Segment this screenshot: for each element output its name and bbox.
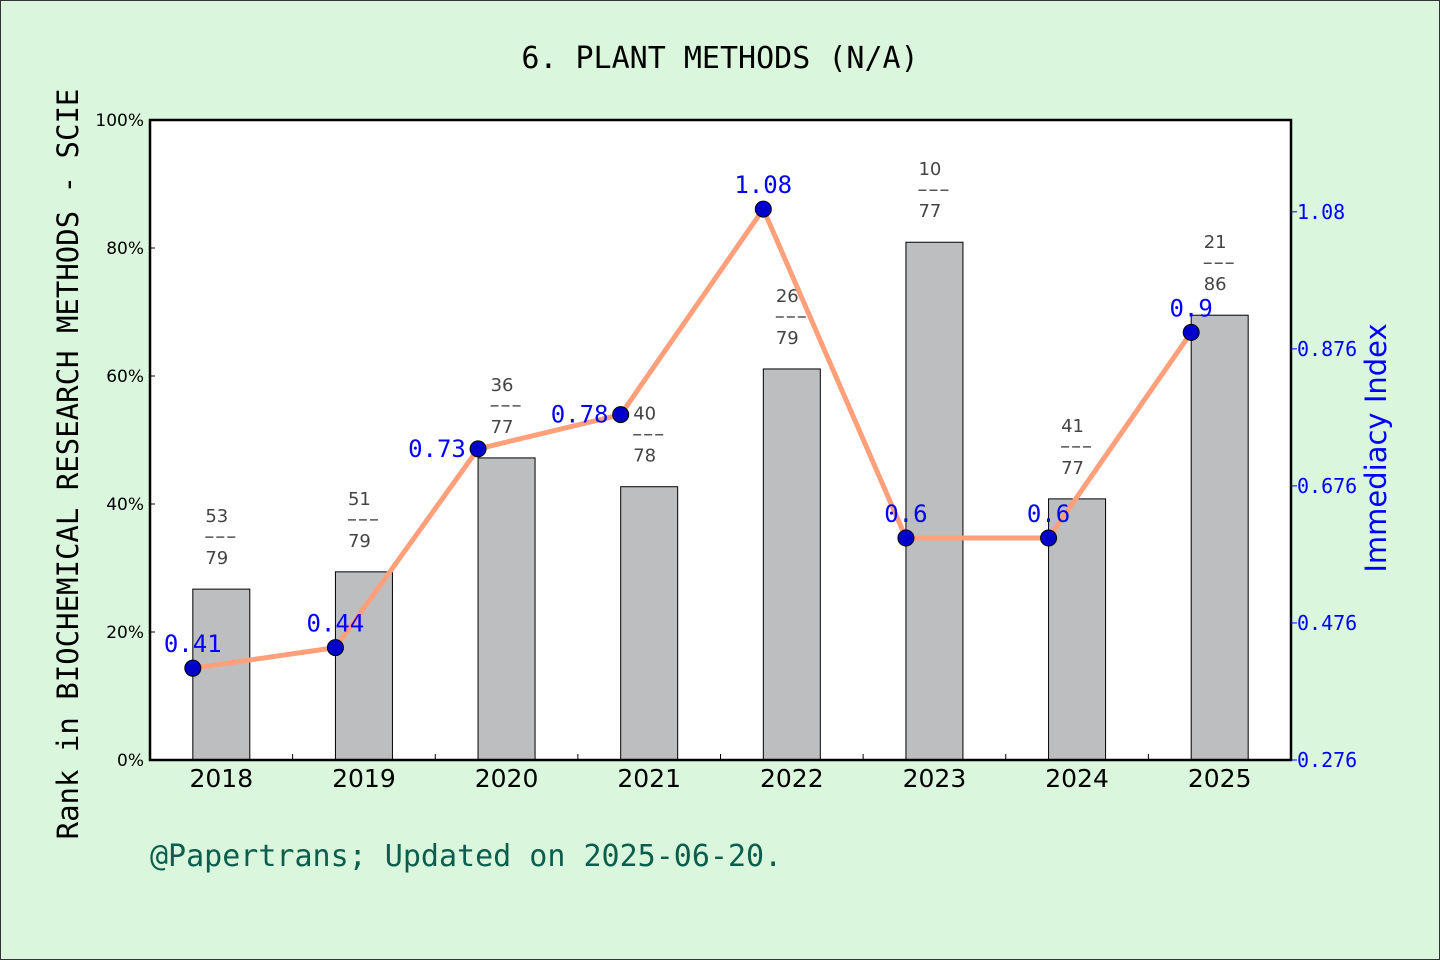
left-axis-label: Rank in BIOCHEMICAL RESEARCH METHODS - S… [51, 89, 85, 840]
right-axis-label: Immediacy Index [1359, 323, 1393, 572]
chart-title: 6. PLANT METHODS (N/A) [521, 41, 918, 76]
immediacy-line [192, 203, 1194, 671]
bar [762, 368, 821, 761]
bar [905, 241, 964, 761]
bar-label-total: 79 [205, 548, 228, 569]
bar-label-rank: 40 [633, 404, 656, 425]
left-tick-label: 0% [117, 751, 144, 771]
bar-label-total: 79 [348, 531, 371, 552]
data-point [1182, 323, 1200, 341]
bar [192, 588, 251, 761]
bar-label-total: 78 [633, 446, 656, 467]
x-tick-label: 2023 [903, 764, 967, 793]
right-tick-label: 1.08 [1297, 200, 1345, 224]
right-tick-label: 0.276 [1297, 748, 1357, 772]
data-point-label: 0.73 [408, 435, 466, 463]
footer-credit: @Papertrans; Updated on 2025-06-20. [150, 839, 782, 874]
right-tick-label: 0.676 [1297, 474, 1357, 498]
data-point-label: 1.08 [734, 171, 792, 199]
bar [477, 457, 536, 761]
bar [620, 486, 679, 761]
data-point [184, 659, 202, 677]
data-point-label: 0.41 [164, 630, 222, 658]
plot-area [150, 120, 1291, 760]
data-point [469, 440, 487, 458]
data-point-label: 0.6 [884, 500, 927, 528]
x-tick-label: 2024 [1045, 764, 1109, 793]
x-tick-label: 2021 [617, 764, 681, 793]
left-tick-label: 80% [106, 239, 144, 259]
bar-label-rank: 51 [348, 489, 371, 510]
bar-label-total: 77 [491, 417, 514, 438]
x-tick-label: 2019 [332, 764, 396, 793]
data-point [897, 529, 915, 547]
bar-label-total: 77 [918, 201, 941, 222]
left-tick-label: 60% [106, 367, 144, 387]
bar-label-total: 79 [776, 328, 799, 349]
bar [334, 571, 393, 761]
bar [1190, 314, 1249, 761]
data-point-label: 0.6 [1027, 500, 1070, 528]
bar-label-total: 86 [1204, 274, 1227, 295]
left-tick-label: 100% [95, 111, 144, 131]
bar-label-rank: 36 [491, 375, 514, 396]
right-tick-label: 0.476 [1297, 611, 1357, 635]
bar-label-total: 77 [1061, 458, 1084, 479]
right-tick-label: 0.876 [1297, 337, 1357, 361]
bar-label-rank: 41 [1061, 416, 1084, 437]
bar-label-rank: 26 [776, 286, 799, 307]
x-tick-label: 2022 [760, 764, 824, 793]
bar [1048, 498, 1107, 761]
data-point [326, 639, 344, 657]
data-point-label: 0.9 [1169, 294, 1212, 322]
left-tick-label: 20% [106, 623, 144, 643]
x-tick-label: 2020 [475, 764, 539, 793]
data-point [754, 200, 772, 218]
x-tick-label: 2025 [1188, 764, 1252, 793]
data-point-label: 0.44 [306, 610, 364, 638]
data-point [612, 406, 630, 424]
bar-label-rank: 53 [205, 506, 228, 527]
data-point-label: 0.78 [551, 401, 609, 429]
data-point [1040, 529, 1058, 547]
bar-label-rank: 21 [1204, 232, 1227, 253]
bar-label-rank: 10 [918, 159, 941, 180]
left-tick-label: 40% [106, 495, 144, 515]
x-tick-label: 2018 [190, 764, 254, 793]
